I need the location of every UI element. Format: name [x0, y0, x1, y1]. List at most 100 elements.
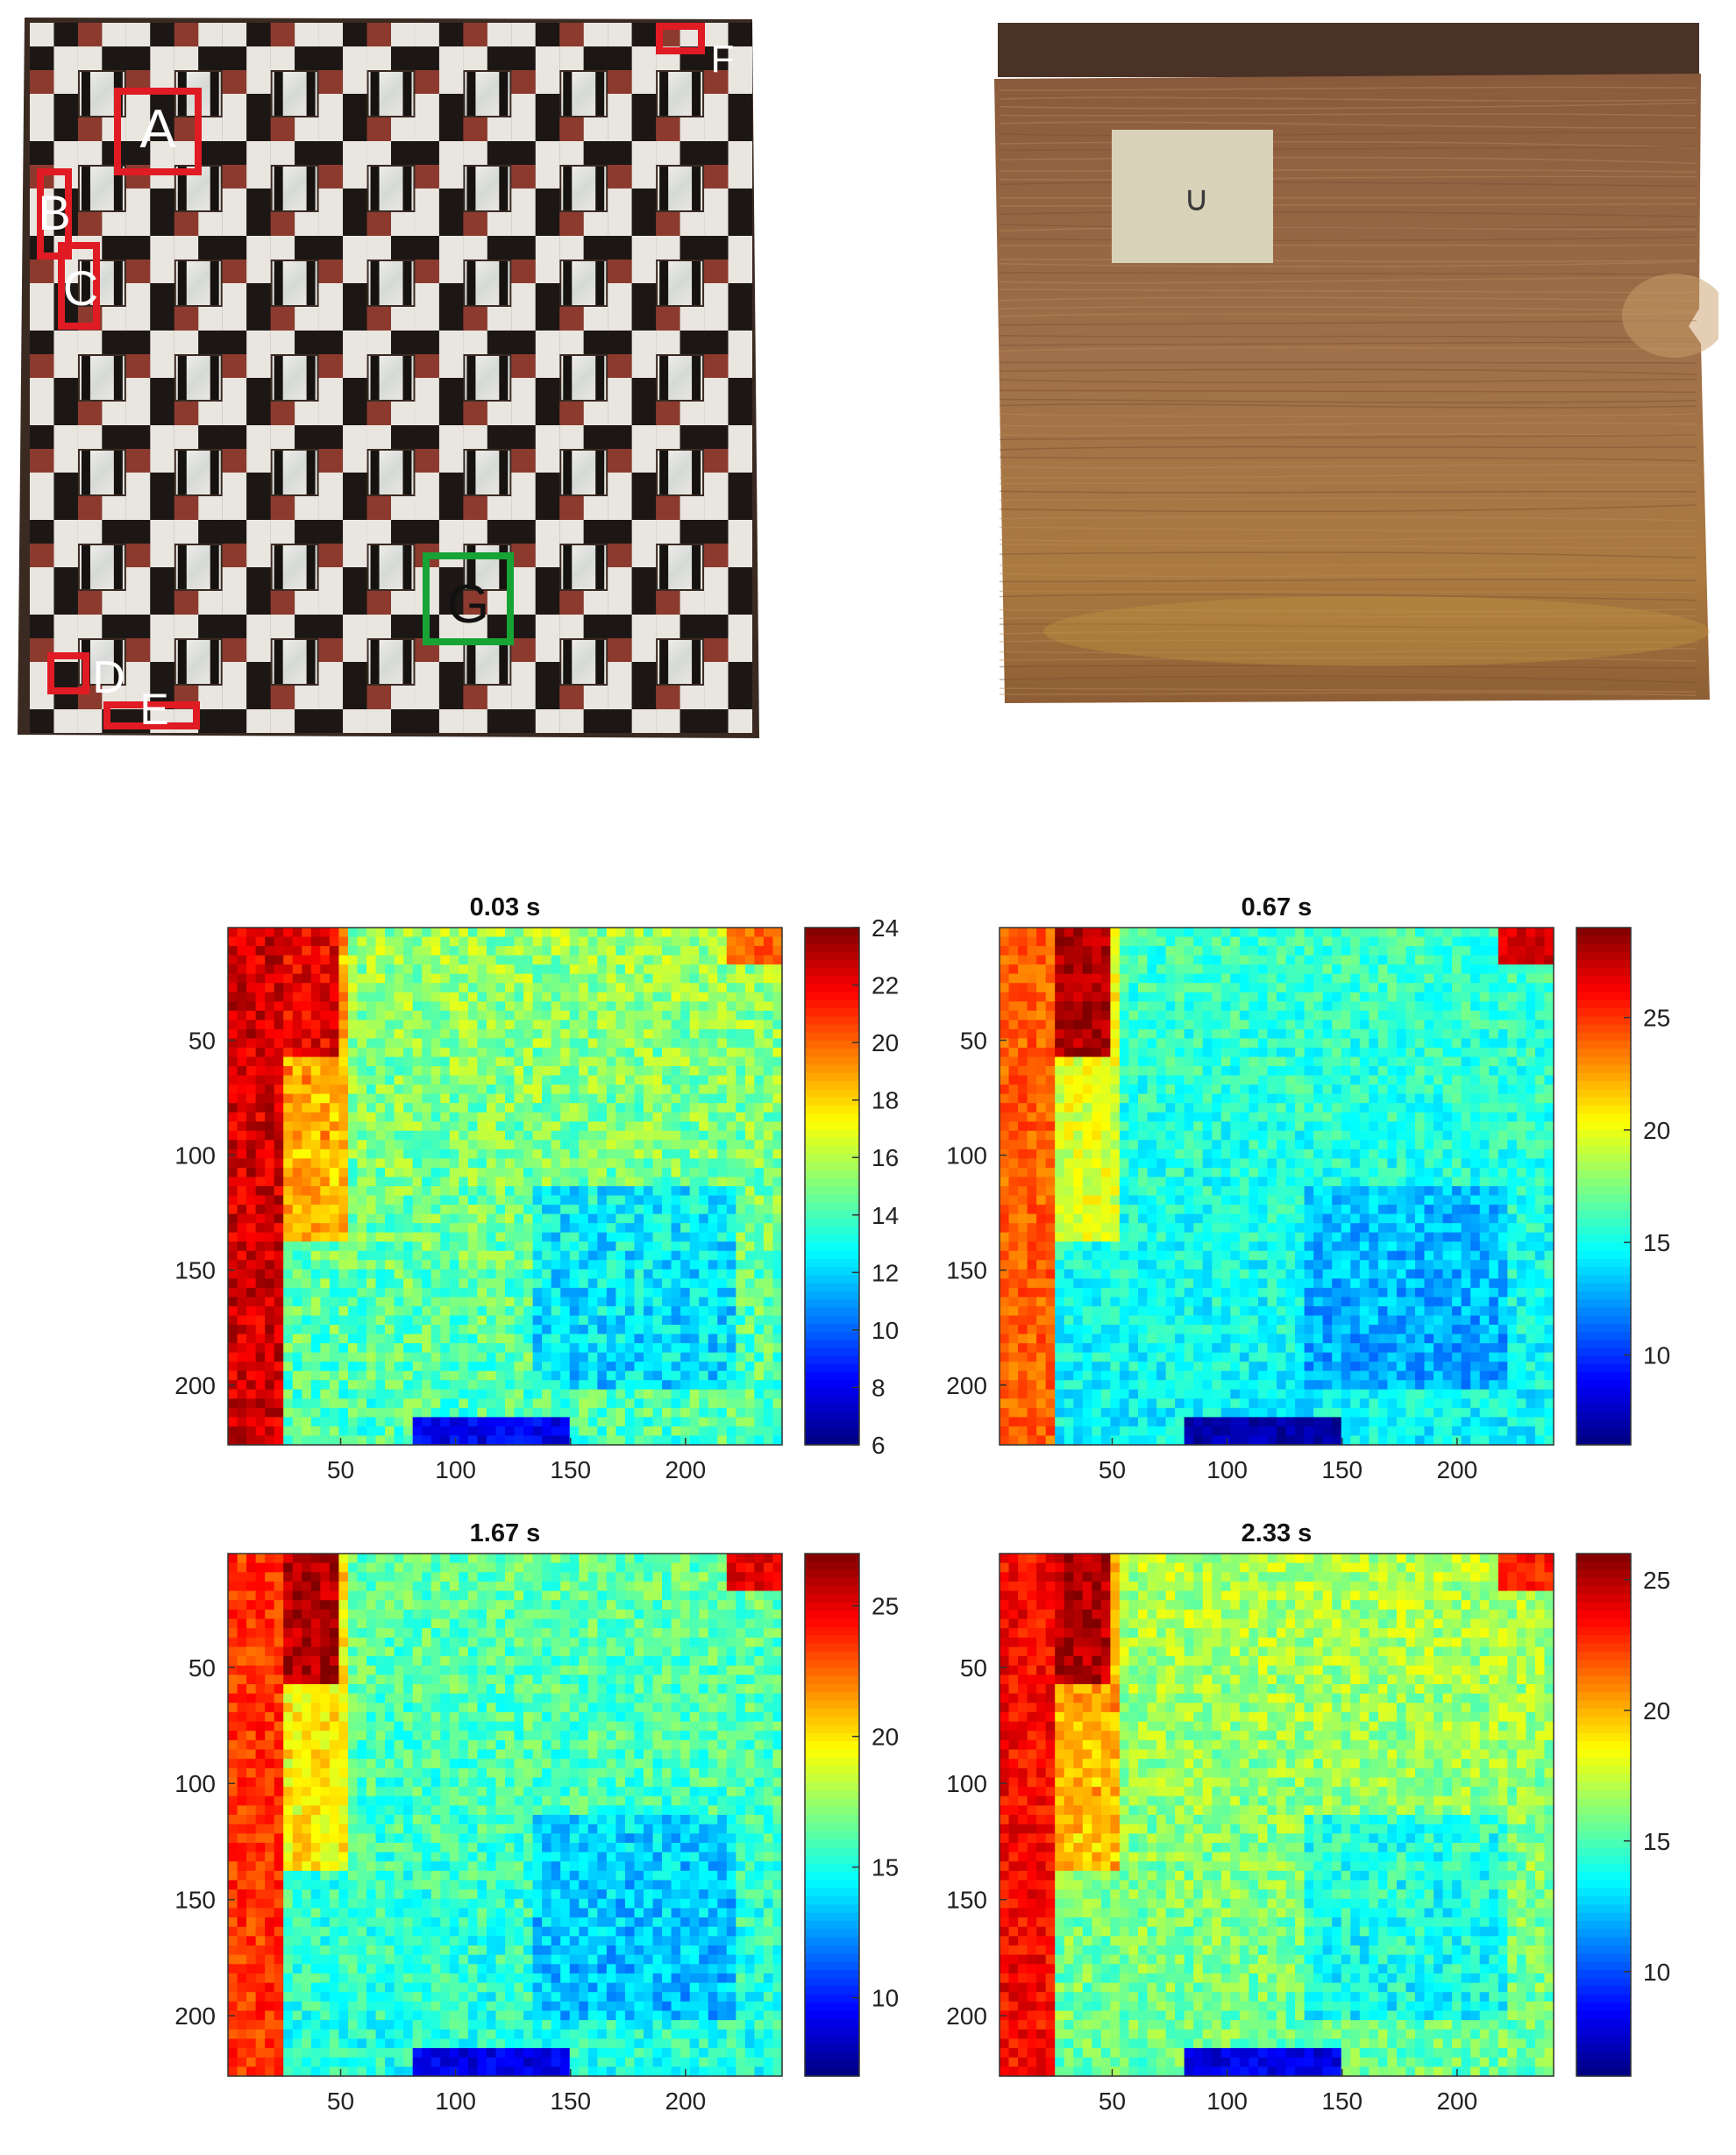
check-cell [631, 591, 657, 615]
heat-cell [338, 973, 349, 984]
heat-cell [467, 1426, 478, 1437]
check-cell [222, 94, 247, 117]
heat-cell [1452, 992, 1462, 1002]
check-cell [318, 307, 344, 331]
heat-cell [477, 1260, 487, 1270]
heat-cell [634, 1103, 644, 1113]
heat-cell [569, 1250, 580, 1261]
heat-cell [265, 1001, 275, 1012]
heat-cell [754, 1334, 765, 1344]
heat-cell [385, 1213, 395, 1224]
heat-cell [495, 1305, 506, 1317]
heat-cell [274, 1093, 284, 1104]
heat-cell [412, 1325, 423, 1335]
heat-cell [606, 1066, 616, 1077]
check-cell [463, 709, 487, 733]
heat-cell [495, 1435, 506, 1446]
heat-cell [606, 1223, 616, 1234]
heat-cell [597, 1435, 608, 1446]
heat-cell [422, 1103, 432, 1113]
heat-cell [744, 964, 755, 975]
heat-cell [292, 1028, 302, 1040]
heat-cell [772, 992, 783, 1002]
heat-cell [532, 1278, 543, 1289]
colorbar-step [805, 1081, 859, 1090]
check-cell [438, 709, 464, 733]
check-cell [535, 283, 560, 307]
heat-cell [265, 1380, 275, 1390]
heat-cell [1387, 992, 1398, 1002]
wood-grain-line [999, 226, 1697, 232]
check-cell [53, 402, 78, 425]
check-cell [102, 46, 126, 70]
heat-cell [366, 1278, 377, 1289]
heat-cell [587, 1305, 598, 1317]
heat-cell [754, 1250, 765, 1261]
check-cell [222, 662, 247, 686]
heat-cell [744, 1315, 755, 1326]
heat-cell [1526, 936, 1536, 947]
heat-cell [375, 1305, 386, 1317]
heat-cell [772, 1121, 783, 1132]
dark-band [499, 261, 509, 305]
heat-cell [652, 1352, 663, 1362]
heat-cell [671, 1028, 681, 1040]
heat-cell [1230, 992, 1241, 1002]
heat-cell [459, 1260, 469, 1270]
heat-cell [634, 1315, 644, 1326]
check-cell [415, 686, 439, 709]
heat-cell [1461, 936, 1471, 947]
heat-cell [680, 973, 691, 984]
heat-cell [689, 1056, 700, 1067]
heat-cell [486, 973, 497, 984]
heat-cell [430, 1232, 441, 1242]
heat-cell [265, 928, 275, 938]
heat-cell [1110, 955, 1121, 965]
heat-cell [1396, 936, 1407, 947]
heat-cell [551, 1343, 561, 1354]
check-cell [125, 46, 151, 70]
check-cell [583, 686, 608, 709]
heat-cell [708, 1075, 718, 1085]
heat-cell [569, 936, 580, 947]
heat-cell [1110, 983, 1121, 993]
heat-cell [412, 928, 423, 938]
check-cell [53, 378, 78, 402]
heat-cell [403, 1352, 414, 1362]
heat-cell [347, 1038, 359, 1049]
heat-cell [228, 1297, 238, 1307]
heat-cell [505, 1435, 516, 1446]
check-cell [318, 662, 344, 686]
heat-cell [347, 1056, 359, 1067]
heat-cell [763, 1056, 774, 1067]
heat-cell [394, 973, 404, 984]
check-cell [704, 638, 729, 662]
heat-cell [689, 1093, 700, 1104]
heat-cell [1202, 983, 1213, 993]
heat-cell [338, 1010, 349, 1021]
heat-cell [394, 955, 404, 965]
check-cell [511, 354, 536, 378]
heat-cell [1479, 928, 1490, 938]
heat-cell [606, 1343, 616, 1354]
heat-cell [542, 1066, 552, 1077]
heat-cell [736, 1001, 746, 1012]
dark-band [402, 451, 412, 494]
heat-cell [523, 1435, 534, 1446]
heat-cell [1377, 1010, 1388, 1021]
heat-cell [486, 1205, 497, 1215]
check-cell [174, 212, 199, 236]
heat-cell [569, 1325, 580, 1335]
check-cell [391, 709, 416, 733]
heat-cell [754, 1260, 765, 1270]
heat-cell [422, 1075, 432, 1085]
heat-cell [662, 1093, 672, 1104]
heat-cell [265, 1352, 275, 1362]
heat-cell [726, 1352, 736, 1362]
heat-cell [385, 1149, 395, 1159]
heat-cell [699, 1085, 709, 1095]
heat-cell [1442, 928, 1453, 938]
heat-cell [1304, 964, 1314, 975]
heat-cell [1230, 1001, 1241, 1012]
heat-cell [754, 1435, 765, 1446]
